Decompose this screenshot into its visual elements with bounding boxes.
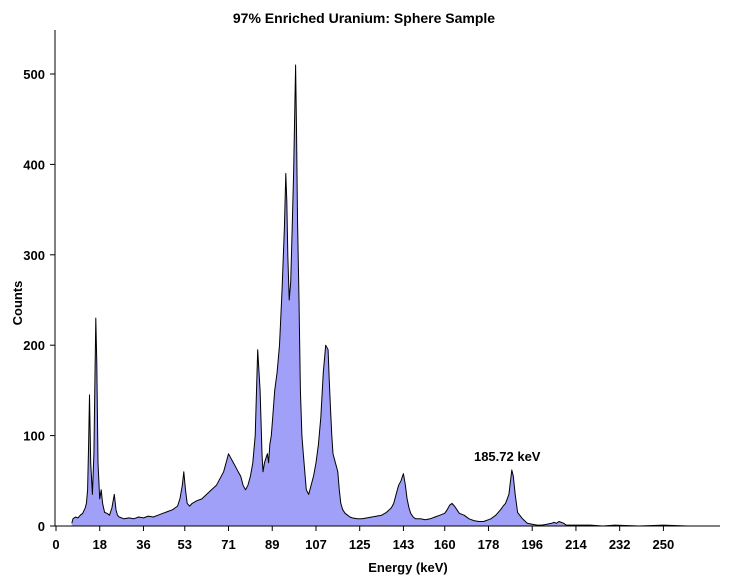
x-tick-label: 143 [393,537,415,552]
y-tick-label: 300 [23,248,45,263]
y-tick-label: 200 [23,338,45,353]
annotations: 185.72 keV [474,449,541,464]
plot-area [71,64,696,527]
x-tick-label: 107 [305,537,327,552]
x-tick-label: 53 [178,537,192,552]
x-tick-label: 36 [136,537,150,552]
spectrum-area [71,65,696,526]
x-tick-label: 18 [92,537,106,552]
x-tick-label: 89 [265,537,279,552]
x-tick-label: 0 [52,537,59,552]
y-tick-label: 0 [38,519,45,534]
x-tick-label: 178 [478,537,500,552]
x-tick-label: 196 [521,537,543,552]
y-axis-ticks: 0 100 200 300 400 500 [23,67,55,534]
y-tick-label: 500 [23,67,45,82]
x-tick-label: 160 [434,537,456,552]
x-tick-label: 214 [565,537,587,552]
x-tick-label: 125 [349,537,371,552]
x-axis-ticks: 0 18 36 53 71 89 107 125 143 160 178 196 214 232 250 [52,526,674,552]
y-tick-label: 100 [23,429,45,444]
x-tick-label: 250 [653,537,675,552]
x-tick-label: 71 [221,537,235,552]
y-axis-title: Counts [10,281,25,326]
chart-title: 97% Enriched Uranium: Sphere Sample [233,10,495,26]
x-tick-label: 232 [609,537,631,552]
y-tick-label: 400 [23,157,45,172]
spectrum-outline [71,64,695,527]
x-axis-title: Energy (keV) [368,560,447,575]
peak-annotation: 185.72 keV [474,449,541,464]
